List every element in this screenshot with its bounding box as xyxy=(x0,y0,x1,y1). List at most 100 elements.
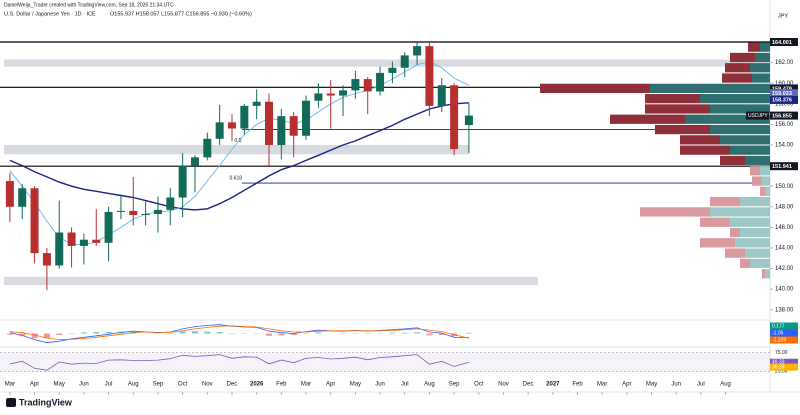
x-tick-label: Jul xyxy=(105,382,113,388)
price-tag xyxy=(770,162,798,171)
profile-down xyxy=(680,145,730,155)
macd-hist xyxy=(451,333,458,337)
macd-hist xyxy=(278,333,285,336)
indicator-tag-label: -1.229 xyxy=(772,337,786,343)
macd-hist xyxy=(204,331,211,334)
profile-down xyxy=(540,83,650,93)
price-tag-label: 158.376 xyxy=(772,98,792,104)
x-tick-label: Mar xyxy=(301,382,311,388)
x-tick-label: Mar xyxy=(5,382,15,388)
candle-body xyxy=(42,253,51,266)
profile-up xyxy=(740,196,770,207)
candle-body xyxy=(55,232,64,266)
profile-down xyxy=(748,42,760,52)
fib-label: 0.618 xyxy=(230,175,243,181)
macd-hist xyxy=(117,331,124,334)
profile-up xyxy=(750,258,770,269)
moving-average xyxy=(9,102,469,211)
x-tick-label: Dec xyxy=(523,382,534,388)
brand-name: TradingView xyxy=(19,397,73,407)
candle-body xyxy=(289,116,298,136)
x-tick-label: Sep xyxy=(153,382,164,388)
x-tick-label: May xyxy=(54,382,65,388)
profile-down xyxy=(710,196,740,207)
profile-down xyxy=(752,176,762,186)
profile-up xyxy=(752,73,770,83)
x-tick-label: May xyxy=(646,382,657,388)
profile-down xyxy=(720,155,745,166)
candle-body xyxy=(425,46,434,106)
y-tick-label: 146.00 xyxy=(775,225,794,231)
y-tick-label: 140.00 xyxy=(775,287,794,293)
candle-body xyxy=(302,100,311,136)
candle-body xyxy=(240,105,249,129)
x-tick-label: Jun xyxy=(79,382,89,388)
zone xyxy=(4,144,469,155)
x-tick-label: Aug xyxy=(128,382,139,388)
candle-body xyxy=(413,46,422,56)
macd-hist xyxy=(389,332,396,334)
macd-hist xyxy=(290,333,297,336)
profile-down xyxy=(725,248,745,258)
profile-up xyxy=(710,124,770,135)
macd-hist xyxy=(438,333,445,336)
macd-hist xyxy=(315,332,322,334)
x-tick-label: Jul xyxy=(401,382,409,388)
macd-hist xyxy=(266,333,273,336)
y-tick-label: 158.00 xyxy=(775,101,794,107)
price-tag-label: 159.033 xyxy=(772,91,792,97)
y-tick-label: 144.00 xyxy=(775,246,794,252)
macd-line xyxy=(9,325,469,341)
symbol-box xyxy=(746,111,769,120)
profile-up xyxy=(700,94,770,104)
candle-body xyxy=(339,90,348,96)
author-line: DanielWeija_Trader created with TradingV… xyxy=(4,2,174,8)
macd-hist xyxy=(56,333,63,336)
profile-up xyxy=(765,186,770,196)
candle-body xyxy=(203,138,212,158)
candle-body xyxy=(376,72,385,92)
macd-hist xyxy=(6,333,13,335)
candle-body xyxy=(277,116,286,145)
macd-hist xyxy=(179,331,186,334)
candle-body xyxy=(351,79,360,91)
rsi-level-label: 25.00 xyxy=(775,369,788,375)
candle-body xyxy=(116,210,125,212)
x-tick-label: Oct xyxy=(178,382,188,388)
profile-down xyxy=(645,104,710,114)
rsi-line xyxy=(9,354,470,371)
macd-hist xyxy=(191,331,198,334)
profile-up xyxy=(730,145,770,155)
x-tick-label: Feb xyxy=(276,382,287,388)
profile-up xyxy=(762,176,770,186)
candle-body xyxy=(252,101,261,106)
candle-body xyxy=(388,67,397,73)
profile-down xyxy=(730,52,755,63)
x-tick-label: 2026 xyxy=(250,382,264,388)
profile-up xyxy=(650,83,770,93)
x-tick-label: Feb xyxy=(572,382,583,388)
candle-body xyxy=(464,115,473,126)
macd-hist xyxy=(80,332,87,334)
x-tick-label: Aug xyxy=(424,382,435,388)
candle-body xyxy=(314,93,323,101)
profile-up xyxy=(745,155,770,166)
price-tag xyxy=(770,111,798,120)
profile-up xyxy=(740,227,770,238)
candle-body xyxy=(30,188,39,254)
profile-up xyxy=(720,135,770,145)
currency: JPY xyxy=(778,13,788,19)
price-tag xyxy=(770,38,798,47)
ohlc-line: O155.937 H158.057 L155.877 C156.855 −0.9… xyxy=(110,11,252,17)
profile-up xyxy=(755,52,770,63)
candle-body xyxy=(18,188,27,207)
candle-body xyxy=(326,93,335,96)
macd-hist xyxy=(19,333,26,337)
profile-down xyxy=(750,166,760,176)
candle-body xyxy=(450,85,459,150)
profile-down xyxy=(725,63,750,73)
macd-hist xyxy=(465,332,472,334)
profile-down xyxy=(760,186,765,196)
profile-up xyxy=(730,217,770,227)
candle-body xyxy=(227,122,236,129)
